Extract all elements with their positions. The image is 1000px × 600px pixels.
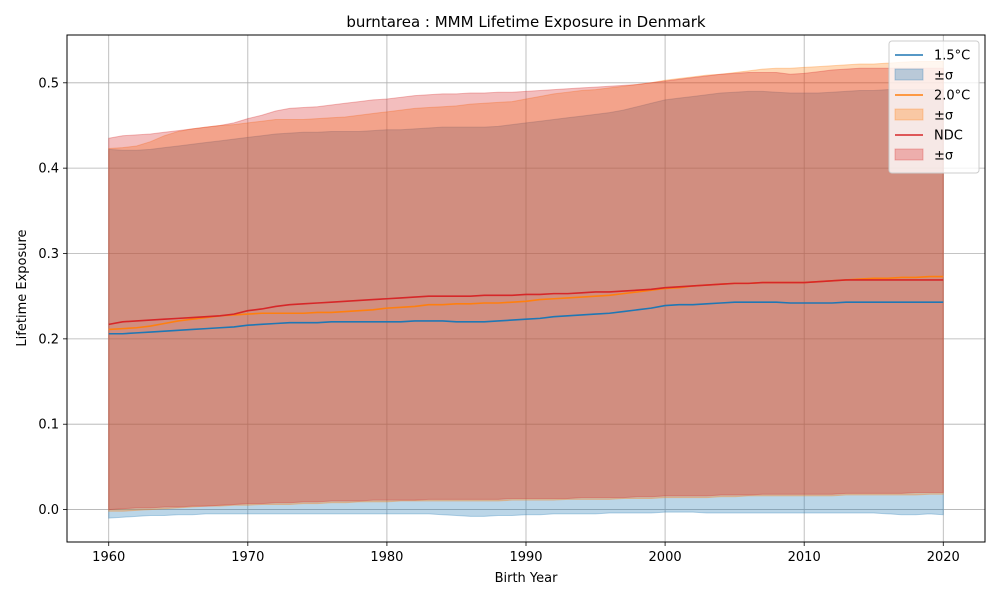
y-tick-label: 0.5 [38,76,59,91]
legend-band-swatch [894,68,924,81]
x-tick-label: 1990 [509,550,542,565]
band-1 [108,60,944,512]
band-0 [108,89,944,519]
x-tick-label: 2020 [927,550,960,565]
y-tick-label: 0.1 [38,418,59,433]
x-tick-label: 1980 [370,550,403,565]
legend-band-label: ±σ [934,109,953,124]
x-tick-label: 1970 [231,550,264,565]
y-tick-label: 0.2 [38,332,59,347]
x-tick-label: 1960 [92,550,125,565]
y-tick-label: 0.0 [38,503,59,518]
x-tick-label: 2010 [788,550,821,565]
chart-title: burntarea : MMM Lifetime Exposure in Den… [346,13,706,31]
x-axis-ticks: 1960 1970 1980 1990 2000 2010 2020 [92,542,960,565]
band-2 [108,67,944,511]
grid [67,35,985,542]
y-tick-label: 0.4 [38,162,59,177]
legend-band-label: ±σ [934,69,953,84]
legend: 1.5°C ±σ 2.0°C ±σ NDC ±σ [888,40,980,174]
y-axis-ticks: 0.0 0.1 0.2 0.3 0.4 0.5 [38,76,67,518]
legend-band-swatch [894,108,924,121]
legend-label: NDC [934,129,963,144]
series-line-0 [108,301,944,335]
bands [108,60,944,519]
y-tick-label: 0.3 [38,247,59,262]
legend-band-label: ±σ [934,149,953,164]
legend-label: 2.0°C [934,89,970,104]
y-axis-label: Lifetime Exposure [15,229,30,346]
x-axis-label: Birth Year [495,571,559,586]
legend-box [888,40,980,174]
legend-band-swatch [894,148,924,161]
series-line-2 [108,279,944,326]
x-tick-label: 2000 [649,550,682,565]
legend-label: 1.5°C [934,49,970,64]
series-lines [108,275,944,335]
